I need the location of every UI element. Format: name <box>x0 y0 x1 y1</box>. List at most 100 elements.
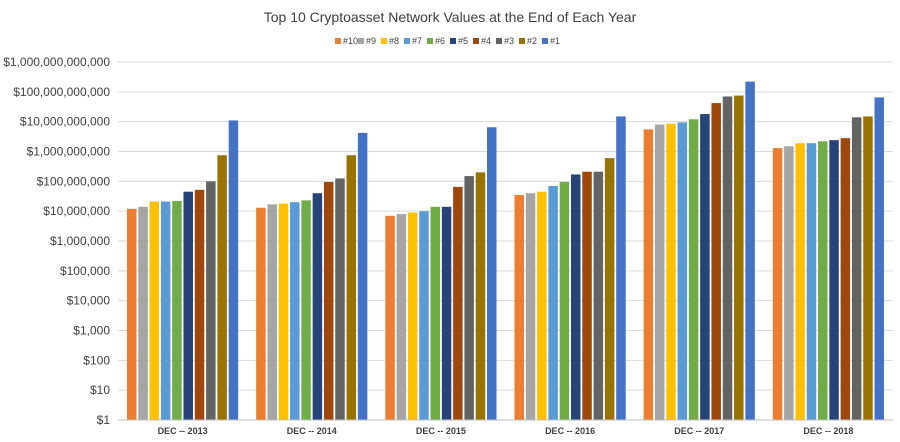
bar-rank9-4 <box>654 124 665 421</box>
legend-label: #4 <box>481 36 491 46</box>
y-tick-label: $1,000 <box>73 324 110 338</box>
bar-rank2-0 <box>217 155 227 420</box>
y-tick-label: $1,000,000,000 <box>27 145 111 159</box>
bar-rank5-4 <box>700 114 710 421</box>
bar-rank7-2 <box>419 211 429 420</box>
bar-rank4-5 <box>840 138 851 420</box>
legend-swatch <box>542 38 548 44</box>
chart-title: Top 10 Cryptoasset Network Values at the… <box>264 9 637 25</box>
bar-rank2-5 <box>863 116 873 421</box>
x-tick-label: DEC -- 2014 <box>287 426 337 436</box>
bar-rank9-5 <box>784 146 794 420</box>
bar-rank10-1 <box>256 207 266 420</box>
y-tick-label: $100 <box>83 353 110 367</box>
bar-rank3-1 <box>335 178 345 420</box>
y-tick-label: $10,000,000 <box>43 204 110 218</box>
bar-rank2-2 <box>475 172 486 420</box>
legend-label: #8 <box>389 36 399 46</box>
bar-rank10-0 <box>126 208 137 420</box>
bar-rank1-5 <box>874 97 885 421</box>
bar-rank8-1 <box>278 203 289 420</box>
bar-rank10-5 <box>772 148 783 420</box>
bar-rank5-2 <box>441 206 452 420</box>
bar-rank2-4 <box>734 95 744 420</box>
y-tick-label: $10 <box>90 383 110 397</box>
bar-rank7-4 <box>677 122 688 421</box>
bar-rank8-2 <box>407 212 418 420</box>
legend-swatch <box>473 38 479 44</box>
bar-rank7-5 <box>806 143 817 421</box>
y-tick-label: $100,000 <box>60 264 110 278</box>
legend-swatch <box>381 38 387 44</box>
bar-rank3-0 <box>206 181 216 420</box>
bar-rank6-2 <box>430 206 441 420</box>
bar-rank1-0 <box>228 120 239 420</box>
bar-rank10-4 <box>643 129 654 420</box>
x-tick-label: DEC -- 2018 <box>803 426 853 436</box>
bar-rank9-2 <box>396 214 407 420</box>
bar-rank8-5 <box>795 143 805 421</box>
bars <box>126 81 885 421</box>
legend-swatch <box>335 38 341 44</box>
y-tick-label: $100,000,000,000 <box>13 85 110 99</box>
bar-rank5-3 <box>570 174 581 420</box>
x-axis-ticks: DEC -- 2013 DEC -- 2014 DEC -- 2015 DEC -- … <box>158 426 854 436</box>
bar-rank6-4 <box>688 119 699 420</box>
y-tick-label: $1,000,000,000,000 <box>3 55 110 69</box>
bar-rank3-2 <box>464 176 474 420</box>
bar-rank7-0 <box>160 201 171 420</box>
bar-rank7-1 <box>290 202 300 420</box>
bar-rank4-3 <box>582 171 592 420</box>
bar-rank9-0 <box>138 206 148 420</box>
bar-rank1-2 <box>487 127 497 421</box>
bar-rank9-3 <box>525 193 536 420</box>
bar-rank6-1 <box>301 200 311 420</box>
x-tick-label: DEC -- 2017 <box>674 426 724 436</box>
legend-label: #5 <box>458 36 468 46</box>
bar-rank1-3 <box>616 116 626 421</box>
bar-rank7-3 <box>548 185 558 420</box>
bar-rank3-3 <box>593 171 604 420</box>
legend-swatch <box>496 38 502 44</box>
bar-rank4-0 <box>194 189 205 420</box>
bar-rank5-0 <box>183 191 193 420</box>
x-tick-label: DEC -- 2016 <box>545 426 595 436</box>
bar-rank5-1 <box>312 193 323 420</box>
y-axis-ticks: $1 $10 $100 $1,000 $10,000 $100,000 $1,000,000… <box>3 55 110 427</box>
bar-rank9-1 <box>267 204 277 420</box>
legend-swatch <box>404 38 410 44</box>
bar-rank3-4 <box>722 96 733 420</box>
bar-rank3-5 <box>851 117 862 420</box>
bar-rank8-0 <box>149 201 160 420</box>
gridlines <box>118 61 893 391</box>
y-tick-label: $1 <box>97 413 111 427</box>
bar-rank10-2 <box>385 215 395 420</box>
y-tick-label: $10,000,000,000 <box>20 115 110 129</box>
bar-rank1-1 <box>357 132 368 420</box>
bar-rank1-4 <box>745 81 755 420</box>
legend-label: #3 <box>504 36 514 46</box>
legend-label: #9 <box>366 36 376 46</box>
legend-swatch <box>450 38 456 44</box>
legend-swatch <box>358 38 364 44</box>
bar-rank4-1 <box>323 181 334 420</box>
y-tick-label: $1,000,000 <box>50 234 110 248</box>
bar-rank4-2 <box>453 186 463 420</box>
y-tick-label: $10,000 <box>67 294 111 308</box>
bar-rank6-5 <box>818 141 828 420</box>
legend-label: #10 <box>343 36 358 46</box>
bar-rank5-5 <box>829 140 839 420</box>
x-tick-label: DEC -- 2015 <box>416 426 466 436</box>
legend-label: #7 <box>412 36 422 46</box>
bar-rank2-1 <box>346 155 357 420</box>
legend-label: #1 <box>550 36 560 46</box>
bar-rank8-3 <box>537 191 547 420</box>
bar-rank2-3 <box>604 158 615 421</box>
legend-label: #6 <box>435 36 445 46</box>
legend-swatch <box>427 38 433 44</box>
bar-rank6-0 <box>172 200 182 420</box>
y-tick-label: $100,000,000 <box>37 174 111 188</box>
bar-rank10-3 <box>514 194 524 420</box>
